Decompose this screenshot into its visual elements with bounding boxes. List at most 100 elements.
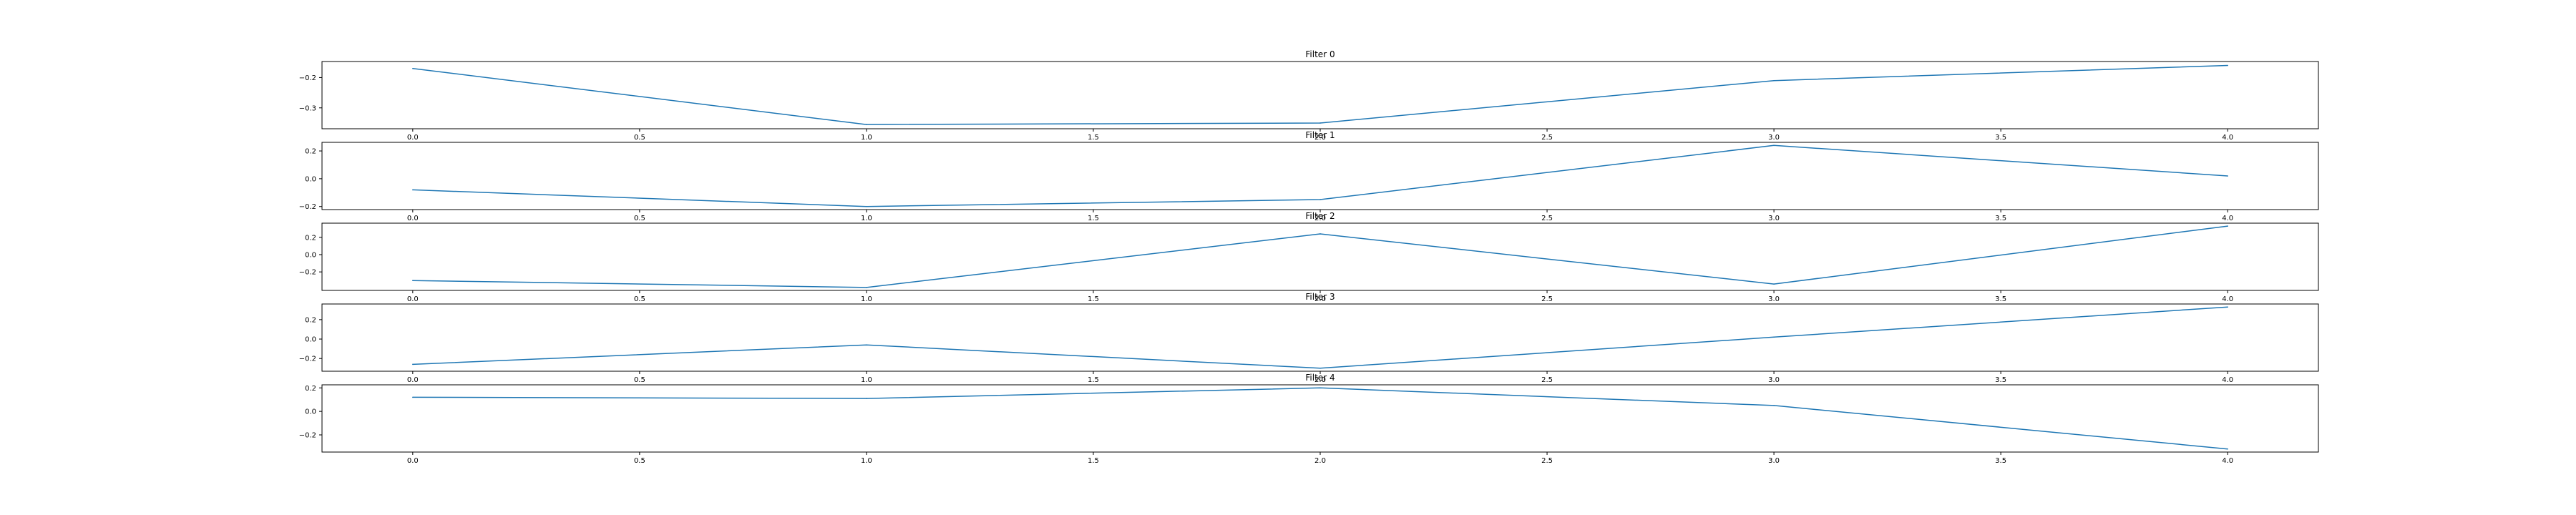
x-tick-label: 2.5 [1541, 215, 1553, 222]
y-tick-label: 0.0 [305, 336, 316, 344]
data-point [866, 344, 867, 345]
x-tick-label: 0.5 [634, 376, 645, 384]
x-tick-label: 1.0 [861, 134, 872, 142]
y-tick-label: −0.2 [299, 203, 316, 211]
x-tick-label: 1.5 [1088, 295, 1099, 303]
x-tick-label: 3.0 [1768, 376, 1780, 384]
x-tick-label: 3.0 [1768, 295, 1780, 303]
data-point [1773, 79, 1775, 82]
data-point [866, 398, 867, 399]
data-point [1773, 283, 1775, 285]
y-tick-label: −0.3 [299, 104, 316, 112]
data-point [412, 363, 414, 366]
x-tick-label: 0.0 [407, 134, 419, 142]
data-point [2227, 448, 2228, 450]
y-tick-label: −0.2 [299, 355, 316, 363]
x-tick-label: 1.5 [1088, 376, 1099, 384]
x-tick-label: 2.0 [1314, 295, 1326, 303]
x-tick-label: 3.0 [1768, 457, 1780, 465]
data-point [1773, 405, 1775, 406]
series-line [412, 387, 2228, 450]
data-point [2227, 64, 2228, 67]
data-point [412, 189, 414, 191]
panel-filter-4: 0.0 0.5 1.0 1.5 2.0 2.5 3.0 3.5 4.0 0.2 0.0 −0.2 Fil… [299, 373, 2319, 465]
y-tick-label: 0.0 [305, 408, 316, 416]
x-tick-label: 0.0 [407, 376, 419, 384]
data-point [1319, 233, 1321, 235]
y-tick-label: 0.2 [305, 234, 316, 242]
x-tick-label: 2.5 [1541, 295, 1553, 303]
x-tick-label: 3.5 [1995, 295, 2006, 303]
y-tick-label: −0.2 [299, 74, 316, 82]
panel-title: Filter 2 [1305, 211, 1335, 221]
data-point [866, 124, 867, 125]
x-tick-label: 3.0 [1768, 134, 1780, 142]
data-point [2227, 306, 2228, 308]
data-point [866, 287, 867, 288]
x-tick-label: 2.5 [1541, 457, 1553, 465]
x-tick-label: 0.0 [407, 457, 419, 465]
data-point [412, 67, 414, 69]
x-tick-label: 2.5 [1541, 376, 1553, 384]
x-tick-label: 1.5 [1088, 457, 1099, 465]
y-tick-label: 0.2 [305, 385, 316, 393]
x-tick-label: 3.0 [1768, 215, 1780, 222]
panel-filter-0: 0.0 0.5 1.0 1.5 2.0 2.5 3.0 3.5 4.0 −0.2 −0.3 Filte… [299, 49, 2319, 142]
x-tick-label: 2.5 [1541, 134, 1553, 142]
panel-filter-1: 0.0 0.5 1.0 1.5 2.0 2.5 3.0 3.5 4.0 0.2 0.0 −0.2 Fil… [299, 130, 2319, 222]
x-tick-label: 2.0 [1314, 215, 1326, 222]
panel-title: Filter 0 [1305, 49, 1335, 59]
series-line [412, 144, 2228, 207]
y-tick-label: 0.0 [305, 251, 316, 259]
x-tick-label: 3.5 [1995, 376, 2006, 384]
data-point [1773, 336, 1775, 338]
x-tick-label: 2.0 [1314, 376, 1326, 384]
data-point [2227, 225, 2228, 227]
data-point [1773, 144, 1775, 147]
panel-title: Filter 3 [1305, 292, 1335, 302]
y-tick-label: −0.2 [299, 269, 316, 277]
data-point [412, 396, 414, 398]
data-point [1319, 122, 1321, 124]
axes-frame [321, 222, 2319, 291]
x-tick-label: 4.0 [2222, 376, 2233, 384]
axes-frame [321, 384, 2319, 453]
data-point [1319, 387, 1321, 389]
y-tick-label: −0.2 [299, 432, 316, 440]
x-tick-label: 3.5 [1995, 457, 2006, 465]
x-tick-label: 1.0 [861, 457, 872, 465]
x-tick-label: 4.0 [2222, 295, 2233, 303]
data-point [866, 205, 867, 207]
x-tick-label: 4.0 [2222, 215, 2233, 222]
data-point [412, 280, 414, 282]
x-tick-label: 3.5 [1995, 215, 2006, 222]
series-line [412, 64, 2228, 125]
y-tick-label: 0.2 [305, 148, 316, 156]
data-point [1319, 199, 1321, 200]
x-tick-label: 0.5 [634, 457, 645, 465]
series-line [412, 225, 2228, 288]
x-tick-label: 4.0 [2222, 134, 2233, 142]
x-tick-label: 0.0 [407, 215, 419, 222]
x-tick-label: 0.5 [634, 215, 645, 222]
x-tick-label: 1.0 [861, 376, 872, 384]
x-tick-label: 1.5 [1088, 134, 1099, 142]
x-tick-label: 0.5 [634, 134, 645, 142]
series-line [412, 306, 2228, 369]
x-tick-label: 0.5 [634, 295, 645, 303]
x-tick-label: 3.5 [1995, 134, 2006, 142]
x-tick-label: 4.0 [2222, 457, 2233, 465]
panel-filter-2: 0.0 0.5 1.0 1.5 2.0 2.5 3.0 3.5 4.0 0.2 0.0 −0.2 Fil… [299, 211, 2319, 303]
x-tick-label: 2.0 [1314, 457, 1326, 465]
x-tick-label: 2.0 [1314, 134, 1326, 142]
y-tick-label: 0.0 [305, 175, 316, 183]
data-point [1319, 367, 1321, 369]
panel-title: Filter 4 [1305, 373, 1335, 383]
axes-frame [321, 61, 2319, 129]
panel-title: Filter 1 [1305, 130, 1335, 140]
panel-filter-3: 0.0 0.5 1.0 1.5 2.0 2.5 3.0 3.5 4.0 0.2 0.0 −0.2 Fil… [299, 292, 2319, 384]
data-point [2227, 175, 2228, 177]
x-tick-label: 1.5 [1088, 215, 1099, 222]
y-tick-label: 0.2 [305, 316, 316, 324]
